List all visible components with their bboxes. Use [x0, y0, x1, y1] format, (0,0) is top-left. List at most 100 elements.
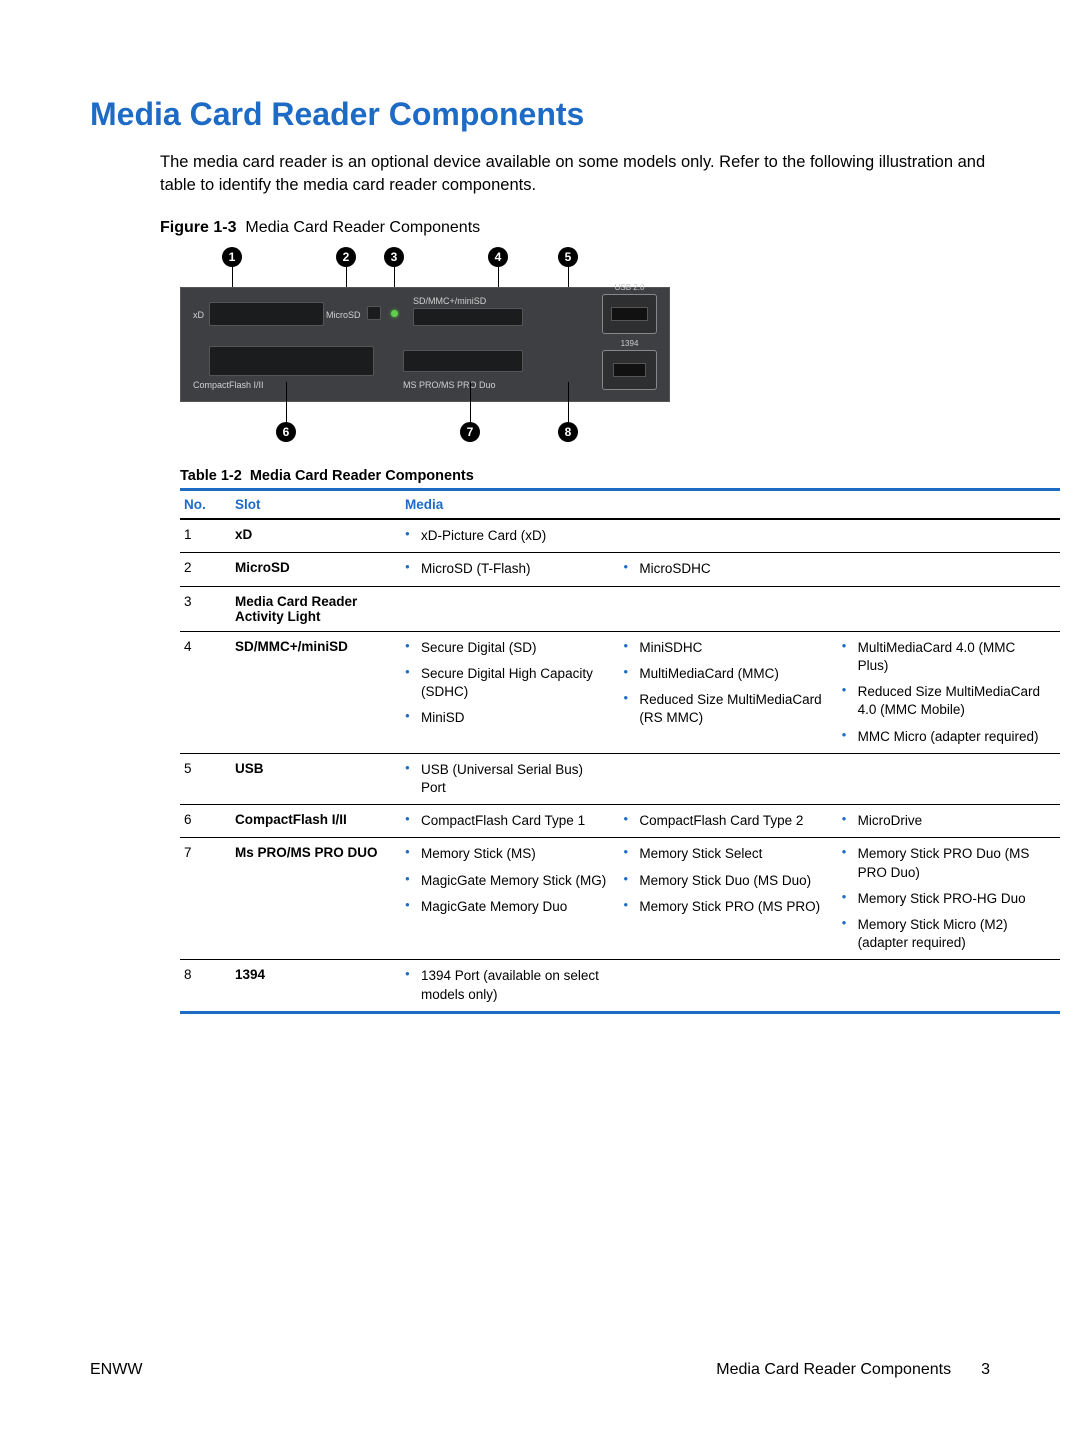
media-item: MiniSDHC: [623, 639, 829, 657]
cell-media: CompactFlash Card Type 1 CompactFlash Car…: [405, 812, 1060, 830]
callout-6: 6: [276, 422, 296, 442]
footer-page-number: 3: [981, 1361, 990, 1379]
slot-mspro: [403, 350, 523, 372]
media-item: Secure Digital High Capacity (SDHC): [405, 665, 611, 701]
cell-media: [405, 594, 1060, 624]
label-1394: 1394: [603, 339, 656, 348]
media-item: Memory Stick Select: [623, 845, 829, 863]
cell-no: 4: [180, 639, 235, 746]
media-column: [842, 527, 1060, 545]
table-row: 5USBUSB (Universal Serial Bus) Port: [180, 754, 1060, 805]
callout-5: 5: [558, 247, 578, 267]
media-list: xD-Picture Card (xD): [405, 527, 611, 545]
media-list: USB (Universal Serial Bus) Port: [405, 761, 611, 797]
media-item: 1394 Port (available on select models on…: [405, 967, 611, 1003]
cell-no: 1: [180, 527, 235, 545]
footer-right-label: Media Card Reader Components: [716, 1361, 951, 1379]
th-no: No.: [180, 497, 235, 512]
media-item: Secure Digital (SD): [405, 639, 611, 657]
media-column: [842, 560, 1060, 578]
callout-1: 1: [222, 247, 242, 267]
callout-2: 2: [336, 247, 356, 267]
usb-port: USB 2.0: [602, 294, 657, 334]
slot-sdmmc: [413, 308, 523, 326]
media-list: MicroSD (T-Flash): [405, 560, 611, 578]
media-item: MagicGate Memory Stick (MG): [405, 872, 611, 890]
media-column: [842, 967, 1060, 1003]
media-column: Memory Stick PRO Duo (MS PRO Duo) Memory …: [842, 845, 1060, 952]
table-row: 4SD/MMC+/miniSDSecure Digital (SD)Secure…: [180, 632, 1060, 754]
usb-port-inner: [611, 307, 648, 321]
media-item: Memory Stick Micro (M2) (adapter require…: [842, 916, 1048, 952]
page-footer: ENWW Media Card Reader Components 3: [90, 1361, 990, 1379]
device-panel: xD MicroSD SD/MMC+/miniSD CompactFlash I…: [180, 287, 670, 402]
footer-left: ENWW: [90, 1361, 142, 1379]
media-list: Secure Digital (SD) Secure Digital High C…: [405, 639, 611, 728]
cell-no: 8: [180, 967, 235, 1003]
media-item: Memory Stick PRO Duo (MS PRO Duo): [842, 845, 1048, 881]
media-column: [623, 967, 841, 1003]
media-list: Memory Stick Select Memory Stick Duo (MS …: [623, 845, 829, 916]
media-column: [623, 594, 841, 624]
media-column: MultiMediaCard 4.0 (MMC Plus) Reduced Siz…: [842, 639, 1060, 746]
media-item: Reduced Size MultiMediaCard 4.0 (MMC Mob…: [842, 683, 1048, 719]
table-label: Table 1-2: [180, 468, 242, 484]
cell-media: xD-Picture Card (xD): [405, 527, 1060, 545]
cell-no: 3: [180, 594, 235, 624]
slot-cf: [209, 346, 374, 376]
media-column: [623, 761, 841, 797]
media-column: Memory Stick Select Memory Stick Duo (MS …: [623, 845, 841, 952]
media-list: MultiMediaCard 4.0 (MMC Plus) Reduced Siz…: [842, 639, 1048, 746]
cell-no: 6: [180, 812, 235, 830]
port-1394-inner: [613, 363, 646, 377]
table-caption-text: Media Card Reader Components: [250, 468, 474, 484]
callout-4: 4: [488, 247, 508, 267]
media-list: MiniSDHCMultiMediaCard (MMC)Reduced Size…: [623, 639, 829, 728]
cell-slot: xD: [235, 527, 405, 545]
cell-slot: MicroSD: [235, 560, 405, 578]
device-figure: 1 2 3 4 5 xD MicroSD SD/MMC+/miniSD Com: [180, 247, 670, 442]
slot-microsd: [367, 306, 381, 320]
table-row: 1xDxD-Picture Card (xD): [180, 520, 1060, 553]
cell-media: MicroSD (T-Flash) MicroSDHC: [405, 560, 1060, 578]
media-column: CompactFlash Card Type 2: [623, 812, 841, 830]
media-column: [842, 594, 1060, 624]
table-row: 813941394 Port (available on select mode…: [180, 960, 1060, 1010]
activity-led: [391, 310, 398, 317]
media-item: MicroDrive: [842, 812, 1048, 830]
media-item: CompactFlash Card Type 1: [405, 812, 611, 830]
table-row: 3Media Card Reader Activity Light: [180, 587, 1060, 632]
label-microsd: MicroSD: [326, 310, 361, 320]
table-caption: Table 1-2 Media Card Reader Components: [180, 468, 990, 484]
media-column: USB (Universal Serial Bus) Port: [405, 761, 623, 797]
media-item: Memory Stick Duo (MS Duo): [623, 872, 829, 890]
media-column: 1394 Port (available on select models on…: [405, 967, 623, 1003]
figure-label: Figure 1-3: [160, 219, 236, 236]
cell-no: 5: [180, 761, 235, 797]
callout-line: [286, 382, 287, 422]
media-item: Memory Stick (MS): [405, 845, 611, 863]
media-item: MMC Micro (adapter required): [842, 728, 1048, 746]
media-column: Memory Stick (MS) MagicGate Memory Stick …: [405, 845, 623, 952]
cell-slot: SD/MMC+/miniSD: [235, 639, 405, 746]
media-list: MicroSDHC: [623, 560, 829, 578]
callout-line: [568, 382, 569, 422]
callout-8: 8: [558, 422, 578, 442]
table-header-row: No. Slot Media: [180, 491, 1060, 520]
callout-7: 7: [460, 422, 480, 442]
label-xd: xD: [193, 310, 204, 320]
slot-xd: [209, 302, 324, 326]
media-column: [405, 594, 623, 624]
media-list: Memory Stick PRO Duo (MS PRO Duo) Memory …: [842, 845, 1048, 952]
media-list: CompactFlash Card Type 2: [623, 812, 829, 830]
media-column: MiniSDHCMultiMediaCard (MMC)Reduced Size…: [623, 639, 841, 746]
media-item: MultiMediaCard 4.0 (MMC Plus): [842, 639, 1048, 675]
cell-no: 2: [180, 560, 235, 578]
cell-slot: USB: [235, 761, 405, 797]
media-item: MultiMediaCard (MMC): [623, 665, 829, 683]
figure-caption-text: Media Card Reader Components: [245, 219, 480, 236]
table-row: 7Ms PRO/MS PRO DUOMemory Stick (MS)Magic…: [180, 838, 1060, 960]
label-mspro: MS PRO/MS PRO Duo: [403, 380, 496, 390]
media-item: CompactFlash Card Type 2: [623, 812, 829, 830]
cell-slot: 1394: [235, 967, 405, 1003]
